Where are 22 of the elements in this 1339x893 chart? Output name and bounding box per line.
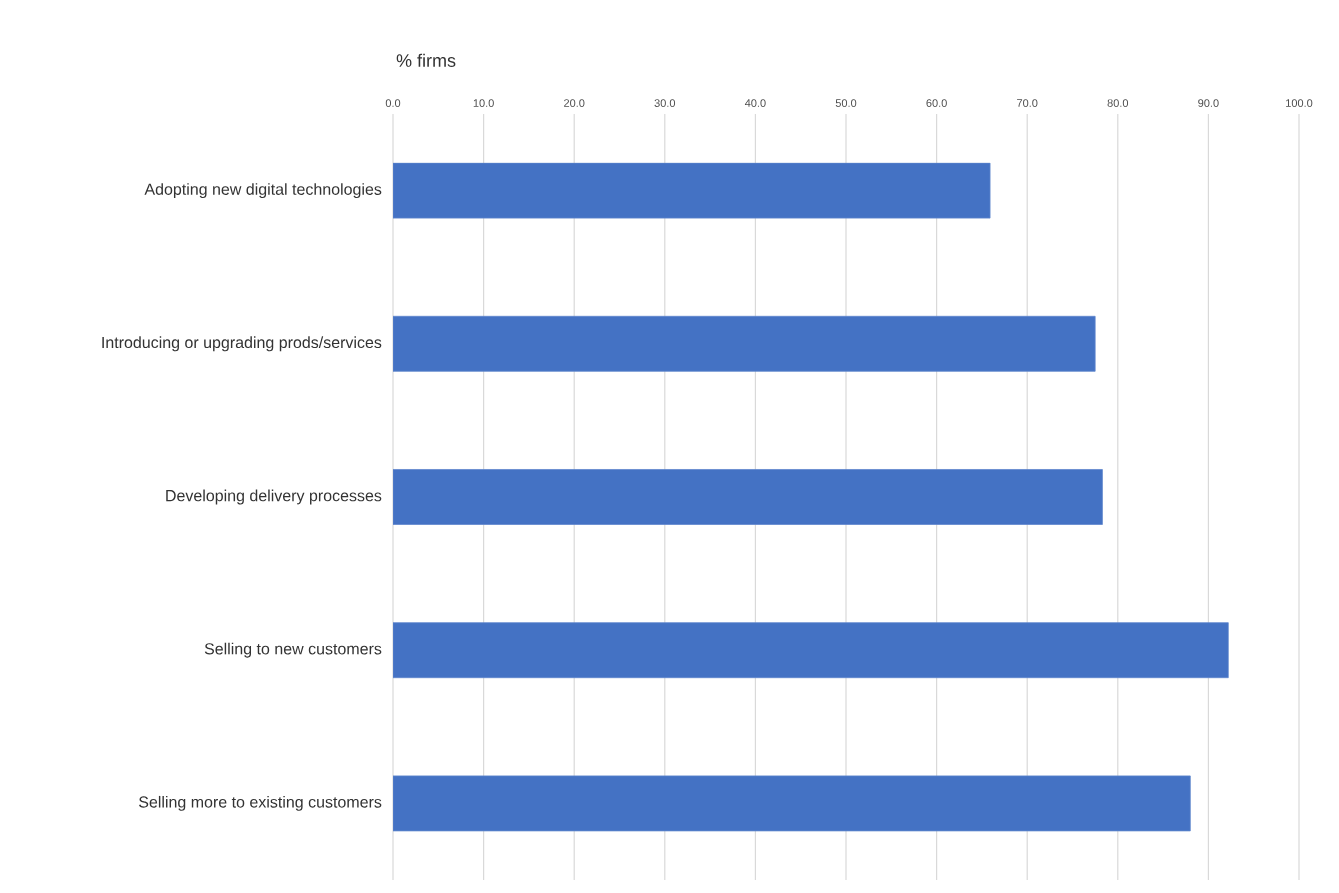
x-tick-label: 0.0 bbox=[385, 99, 401, 107]
y-tick-label: Introducing or upgrading prods/services bbox=[102, 336, 382, 352]
bar bbox=[393, 315, 1096, 372]
bar bbox=[393, 622, 1229, 679]
x-tick-label: 100.0 bbox=[1286, 99, 1313, 107]
x-tick-label: 40.0 bbox=[744, 99, 766, 107]
x-tick-label: 20.0 bbox=[564, 99, 585, 107]
y-tick-label: Selling to new customers bbox=[204, 642, 382, 658]
x-tick-label: 10.0 bbox=[473, 99, 494, 107]
y-tick-label: Developing delivery processes bbox=[166, 489, 382, 505]
bar bbox=[393, 775, 1191, 832]
y-tick-label: Selling more to existing customers bbox=[139, 795, 382, 811]
x-axis-title: % firms bbox=[396, 53, 456, 67]
x-tick-label: 80.0 bbox=[1107, 99, 1129, 107]
x-tick-label: 60.0 bbox=[926, 99, 947, 107]
x-tick-label: 50.0 bbox=[835, 99, 857, 107]
x-tick-label: 30.0 bbox=[654, 99, 676, 107]
bar bbox=[393, 162, 991, 219]
x-tick-label: 90.0 bbox=[1198, 99, 1219, 107]
x-tick-label: 70.0 bbox=[1017, 99, 1038, 107]
y-tick-label: Adopting new digital technologies bbox=[144, 183, 382, 199]
bar bbox=[393, 469, 1103, 525]
